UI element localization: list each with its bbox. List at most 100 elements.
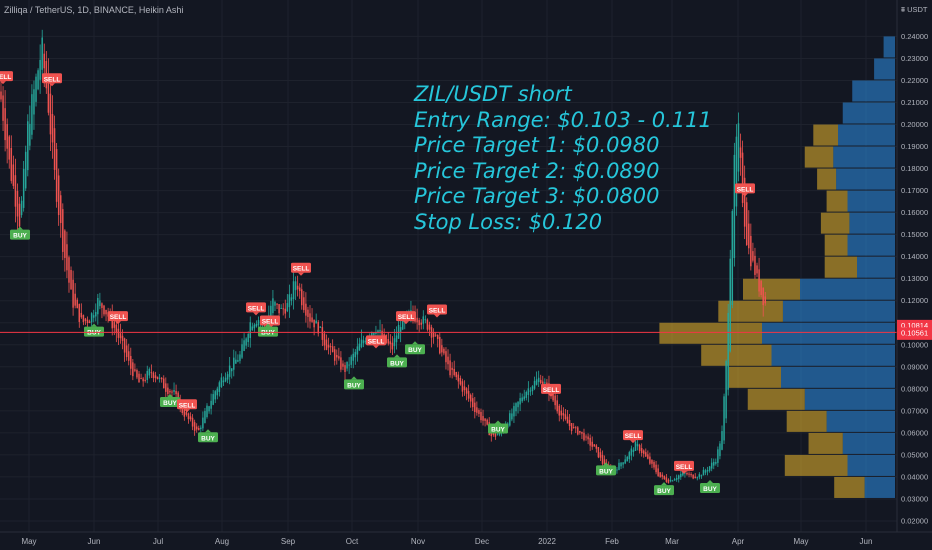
annotation-line: Entry Range: $0.103 - 0.111 [414, 107, 712, 132]
sell-signal-label: SELL [623, 430, 643, 444]
candle-body [358, 343, 361, 351]
candle-body [218, 382, 221, 392]
candle-body [597, 447, 600, 458]
candle-body [97, 297, 99, 315]
candle-body [762, 287, 764, 306]
candle-body [185, 412, 188, 415]
candle-body [200, 427, 202, 430]
candle-body [288, 294, 291, 308]
signal-label-box [160, 397, 180, 408]
candle-body [750, 235, 752, 267]
candle-body [226, 374, 229, 380]
candle-body [758, 269, 760, 292]
signal-label-pointer [253, 312, 259, 316]
candle-body [0, 91, 2, 100]
candle-body [708, 466, 711, 471]
candle-body [482, 416, 484, 421]
signal-label-box [246, 302, 266, 313]
candle-body [626, 456, 628, 462]
candle-body [585, 436, 587, 438]
candle-body [309, 313, 311, 322]
candle-body [743, 177, 746, 227]
volume-profile-sell-bar [747, 388, 805, 410]
candle-body [618, 462, 620, 470]
candle-body [492, 432, 495, 435]
candle-body [352, 353, 355, 361]
signal-label-text: BUY [347, 382, 361, 389]
candle-body [348, 364, 350, 366]
candle-body [2, 95, 4, 121]
candle-body [535, 379, 538, 385]
signal-label-text: BUY [201, 435, 215, 442]
signal-label-text: SELL [543, 387, 560, 394]
candle-body [148, 368, 151, 376]
candle-body [317, 322, 319, 334]
symbol-header: Zilliqa / TetherUS, 1D, BINANCE, Heikin … [4, 5, 184, 15]
candle-body [577, 427, 579, 435]
candle-body [191, 417, 194, 427]
candle-body [465, 388, 468, 394]
candle-body [459, 378, 462, 385]
candle-body [443, 348, 445, 354]
candle-body [134, 369, 136, 371]
candle-body [284, 308, 287, 314]
volume-profile-buy-bar [804, 388, 895, 410]
candle-body [651, 460, 653, 464]
candle-body [760, 280, 762, 296]
signal-label-text: SELL [625, 433, 642, 440]
candle-body [338, 356, 340, 359]
candle-body [224, 377, 227, 382]
candle-body [713, 461, 715, 466]
signal-label-box [344, 379, 364, 390]
time-label: May [793, 537, 808, 546]
annotation-line: Stop Loss: $0.120 [414, 209, 603, 234]
candle-body [558, 405, 561, 416]
candle-body [420, 322, 422, 325]
signal-label-pointer [661, 482, 667, 486]
volume-profile-buy-bar [847, 190, 895, 212]
time-label: Feb [605, 537, 619, 546]
candle-body [307, 309, 309, 317]
candle-body [494, 433, 497, 437]
candle-body [476, 407, 478, 413]
price-tick-label: 0.02000 [901, 516, 928, 525]
annotation-line: Price Target 1: $0.0980 [414, 133, 660, 157]
candle-body [64, 230, 66, 258]
candle-body [274, 301, 276, 306]
candle-body [521, 397, 523, 402]
candle-body [255, 323, 258, 327]
candle-body [70, 269, 72, 290]
candle-body [383, 334, 385, 336]
candle-body [121, 335, 124, 341]
time-axis[interactable]: May Jun Jul Aug Sep Oct Nov Dec 2022 Feb Mar Apr May… [0, 531, 932, 546]
candle-body [706, 469, 709, 472]
volume-profile-buy-bar [852, 80, 895, 102]
candle-body [525, 392, 528, 398]
candle-body [574, 427, 577, 429]
candle-body [243, 340, 245, 351]
signal-label-box [623, 430, 643, 441]
price-axis[interactable]: ⩩ USDT 0.24000 0.23000 0.22000 0.21000 0.2000… [897, 5, 932, 525]
candle-body [721, 431, 723, 450]
candle-body [212, 394, 214, 405]
volume-profile-sell-bar [784, 454, 848, 476]
candle-body [659, 472, 661, 478]
candle-body [371, 332, 373, 338]
candle-body [167, 387, 169, 394]
candle-body [80, 312, 83, 318]
candle-body [249, 322, 252, 338]
candle-body [113, 321, 116, 328]
candle-body [146, 370, 149, 380]
candle-body [105, 309, 107, 315]
candle-body [14, 175, 17, 207]
candle-body [222, 380, 225, 383]
candle-body [595, 445, 598, 449]
candle-body [150, 372, 153, 374]
candle-body [8, 136, 10, 160]
candle-body [523, 396, 525, 400]
price-tick-label: 0.07000 [901, 406, 928, 415]
candle-body [55, 149, 58, 202]
candle-body [657, 468, 659, 477]
price-tick-label: 0.16000 [901, 208, 928, 217]
